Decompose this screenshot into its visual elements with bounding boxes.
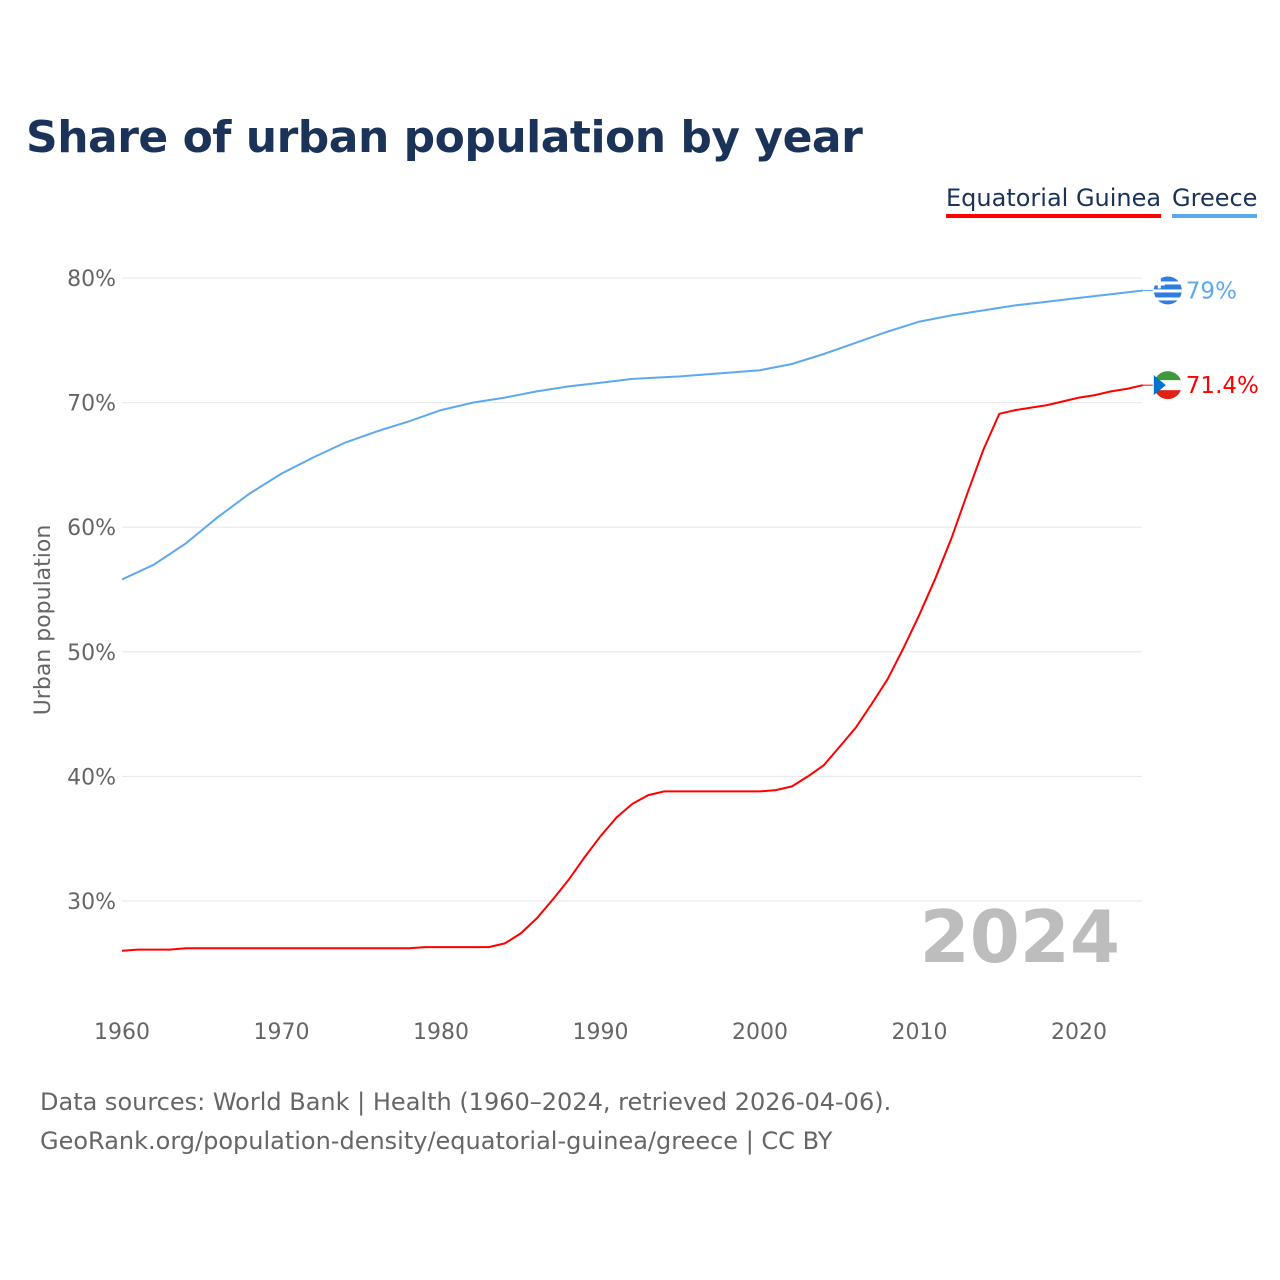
y-tick-label: 80% bbox=[67, 267, 116, 292]
x-tick-label: 1990 bbox=[573, 1020, 629, 1045]
chart-title: Share of urban population by year bbox=[26, 112, 863, 163]
x-tick-label: 2010 bbox=[892, 1020, 948, 1045]
series-line-greece bbox=[121, 289, 1143, 581]
footer-link[interactable]: GeoRank.org/population-density/equatoria… bbox=[40, 1127, 833, 1155]
end-value-label: 71.4% bbox=[1186, 373, 1259, 399]
year-label: 2024 bbox=[920, 895, 1120, 979]
footer-sources: Data sources: World Bank | Health (1960–… bbox=[40, 1088, 892, 1116]
series-line-equatorial-guinea bbox=[121, 384, 1144, 952]
flag-stripe bbox=[1153, 281, 1182, 285]
x-tick-label: 2020 bbox=[1051, 1020, 1107, 1045]
y-tick-label: 70% bbox=[67, 392, 116, 417]
y-axis-label: Urban population bbox=[31, 525, 56, 716]
end-value-label: 79% bbox=[1186, 278, 1237, 304]
x-tick-label: 1960 bbox=[94, 1020, 150, 1045]
flag-part bbox=[1153, 380, 1182, 391]
legend-greece[interactable]: Greece bbox=[1172, 184, 1258, 218]
legend-equatorial-guinea[interactable]: Equatorial Guinea bbox=[946, 184, 1162, 218]
y-tick-label: 30% bbox=[67, 890, 116, 915]
y-tick-label: 50% bbox=[67, 641, 116, 666]
x-tick-label: 2000 bbox=[732, 1020, 788, 1045]
x-tick-label: 1970 bbox=[254, 1020, 310, 1045]
flag-triangle bbox=[1153, 375, 1166, 396]
y-tick-label: 60% bbox=[67, 516, 116, 541]
flag-cross bbox=[1153, 282, 1165, 286]
flag-stripe bbox=[1153, 289, 1182, 293]
x-tick-label: 1980 bbox=[413, 1020, 469, 1045]
flag-stripe bbox=[1153, 297, 1182, 301]
y-tick-label: 40% bbox=[67, 765, 116, 790]
